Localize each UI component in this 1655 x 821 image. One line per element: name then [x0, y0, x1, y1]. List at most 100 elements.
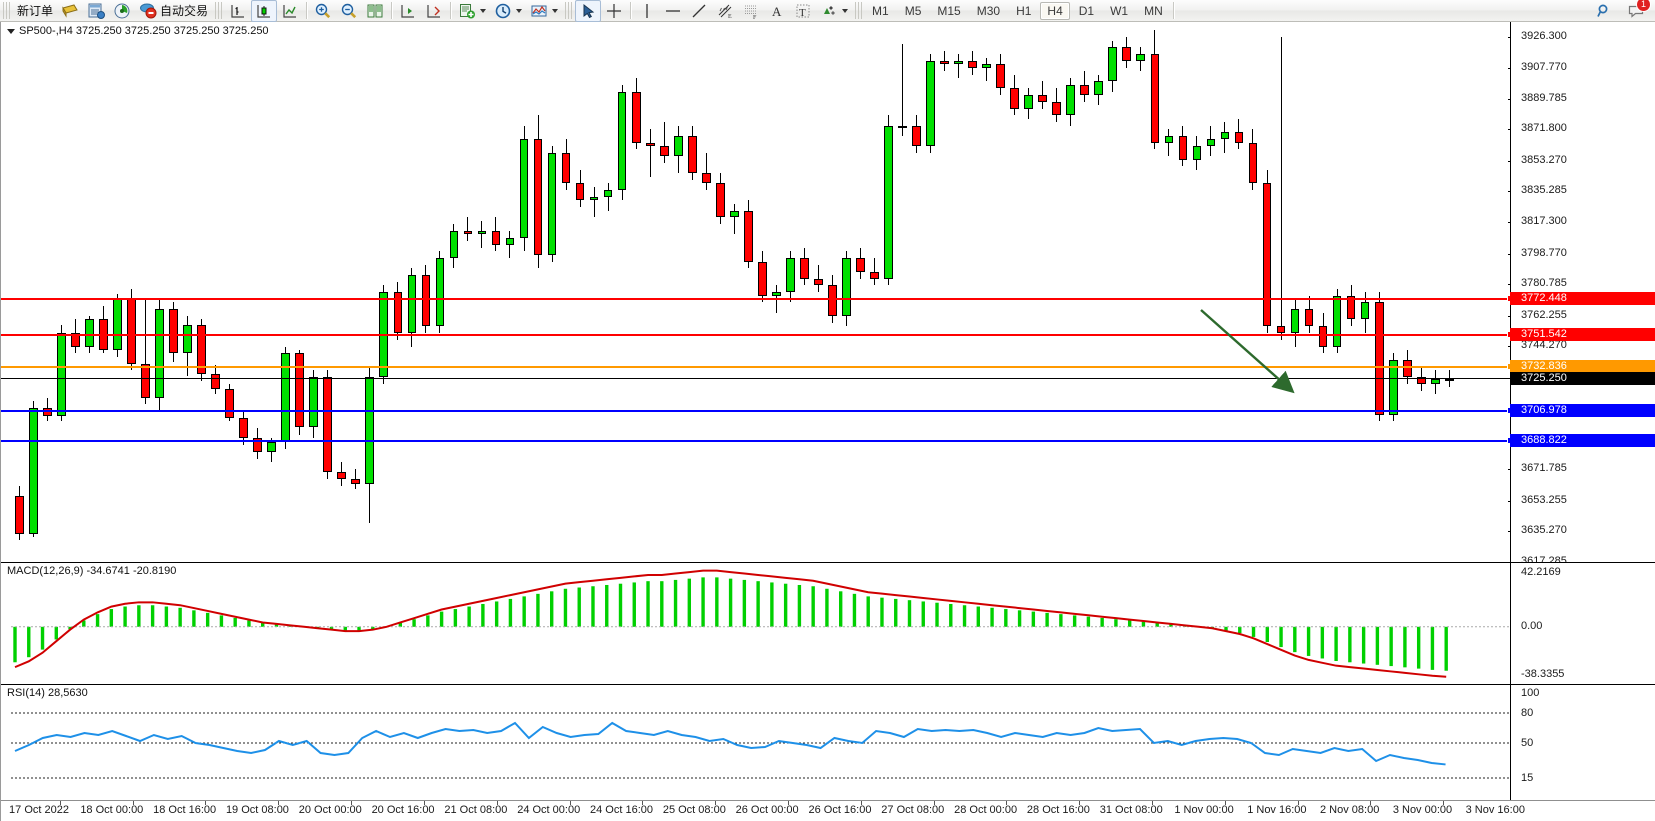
price-tick: 3871.800	[1508, 122, 1567, 134]
candle	[772, 22, 781, 562]
candle	[800, 22, 809, 562]
candle	[884, 22, 893, 562]
time-tick-mark	[496, 801, 498, 805]
indicators-caret-icon[interactable]	[552, 8, 559, 13]
text-label-button[interactable]: A	[764, 0, 790, 22]
candle	[743, 22, 753, 562]
crosshair-button[interactable]	[601, 0, 627, 22]
candle	[814, 22, 823, 562]
candle	[435, 22, 445, 562]
periodicity-button[interactable]	[490, 0, 526, 22]
timeframe-m30[interactable]: M30	[976, 3, 1001, 18]
line-chart-button[interactable]	[277, 0, 303, 22]
time-tick-mark	[278, 801, 280, 805]
toolbar-grip-4[interactable]	[855, 2, 863, 19]
chart-menu-triangle-icon[interactable]	[7, 28, 15, 34]
price-tick: 3798.770	[1508, 247, 1567, 259]
chat-button[interactable]: 1	[1623, 0, 1651, 22]
price-tick: 3835.285	[1508, 184, 1567, 196]
candle	[1402, 22, 1412, 562]
time-tick-mark	[1152, 801, 1154, 805]
time-tick-label: 17 Oct 2022	[9, 804, 69, 816]
candle	[954, 22, 963, 562]
timeframe-h1[interactable]: H1	[1016, 3, 1032, 18]
candle	[1178, 22, 1188, 562]
data-window-button[interactable]	[83, 0, 109, 22]
price-label-current-price[interactable]: 3725.250	[1510, 372, 1655, 386]
tile-windows-button[interactable]	[362, 0, 388, 22]
vertical-line-button[interactable]	[634, 0, 660, 22]
toolbar-grip-2[interactable]	[215, 2, 223, 19]
timeframe-d1[interactable]: D1	[1078, 3, 1095, 18]
price-label-pivot[interactable]: 3732.836	[1510, 359, 1655, 373]
timeframe-m15[interactable]: M15	[937, 3, 961, 18]
price-plot[interactable]	[11, 22, 1510, 562]
zoom-out-button[interactable]	[336, 0, 362, 22]
equidistant-channel-button[interactable]: E	[712, 0, 738, 22]
cursor-button[interactable]	[575, 0, 602, 22]
price-label-support-2[interactable]: 3688.822	[1510, 434, 1655, 448]
rsi-tick: 15	[1521, 772, 1534, 784]
candle	[631, 22, 641, 562]
candle	[982, 22, 991, 562]
candle	[57, 22, 66, 562]
auto-scroll-button[interactable]	[421, 0, 447, 22]
chart-shift-button[interactable]	[395, 0, 421, 22]
price-label-resistance-2[interactable]: 3751.542	[1510, 327, 1655, 341]
price-label-resistance-1[interactable]: 3772.448	[1510, 292, 1655, 306]
horizontal-line-button[interactable]	[660, 0, 686, 22]
rsi-panel[interactable]: RSI(14) 28,5630 100 80 50 15	[1, 684, 1655, 800]
zoom-in-button[interactable]	[310, 0, 336, 22]
candle	[659, 22, 669, 562]
navigator-button[interactable]	[109, 0, 135, 22]
timeframe-w1[interactable]: W1	[1110, 3, 1129, 18]
candle	[1234, 22, 1244, 562]
price-tick: 3671.785	[1508, 462, 1567, 474]
time-tick-mark	[1224, 801, 1226, 805]
shapes-button[interactable]	[816, 0, 852, 22]
bar-chart-button[interactable]	[225, 0, 251, 22]
level-line-current-price[interactable]	[1, 378, 1510, 380]
timeframe-m5[interactable]: M5	[904, 3, 922, 18]
zoom-out-icon	[341, 3, 357, 18]
timeframe-m1[interactable]: M1	[872, 3, 889, 18]
candle	[225, 22, 234, 562]
templates-button[interactable]	[454, 0, 490, 22]
auto-scroll-icon	[427, 4, 441, 18]
level-line-pivot[interactable]	[1, 365, 1510, 368]
indicators-button[interactable]	[526, 0, 562, 22]
candle	[968, 22, 977, 562]
time-axis[interactable]: 17 Oct 2022 18 Oct 00:00 18 Oct 16:00 19 Oc…	[1, 800, 1655, 821]
level-line-support-2[interactable]	[1, 440, 1510, 443]
level-line-support-1[interactable]	[1, 409, 1510, 412]
toolbar-grip-3[interactable]	[565, 2, 573, 19]
macd-panel[interactable]: MACD(12,26,9) -34.6741 -20.8190 42.2169 0…	[1, 562, 1655, 684]
candle	[561, 22, 571, 562]
chart-canvas[interactable]: SP500-,H4 3725.250 3725.250 3725.250 372…	[0, 22, 1655, 821]
candle	[155, 22, 164, 562]
candle	[1136, 22, 1146, 562]
market-watch-button[interactable]	[57, 0, 83, 22]
macd-plot	[11, 569, 1511, 678]
search-button[interactable]	[1591, 0, 1617, 22]
shapes-caret-icon[interactable]	[842, 8, 849, 13]
candle	[687, 22, 697, 562]
level-line-resistance-2[interactable]	[1, 333, 1510, 336]
level-line-resistance-1[interactable]	[1, 298, 1510, 301]
price-label-support-1[interactable]: 3706.978	[1510, 403, 1655, 417]
trendline-button[interactable]	[686, 0, 712, 22]
periodicity-caret-icon[interactable]	[516, 8, 523, 13]
templates-caret-icon[interactable]	[480, 8, 487, 13]
candle	[281, 22, 291, 562]
time-tick-label: 1 Nov 16:00	[1247, 804, 1307, 816]
candle	[267, 22, 277, 562]
auto-trading-button[interactable]: 自动交易	[135, 0, 212, 22]
timeframe-h4[interactable]: H4	[1040, 1, 1070, 20]
new-order-button[interactable]: 新订单	[13, 0, 57, 22]
toolbar-grip[interactable]	[3, 2, 10, 19]
time-tick-mark	[1006, 801, 1008, 805]
fibonacci-button[interactable]: F	[738, 0, 764, 22]
timeframe-mn[interactable]: MN	[1144, 3, 1163, 18]
text-object-button[interactable]: T	[790, 0, 816, 22]
candlestick-chart-button[interactable]	[251, 0, 278, 22]
